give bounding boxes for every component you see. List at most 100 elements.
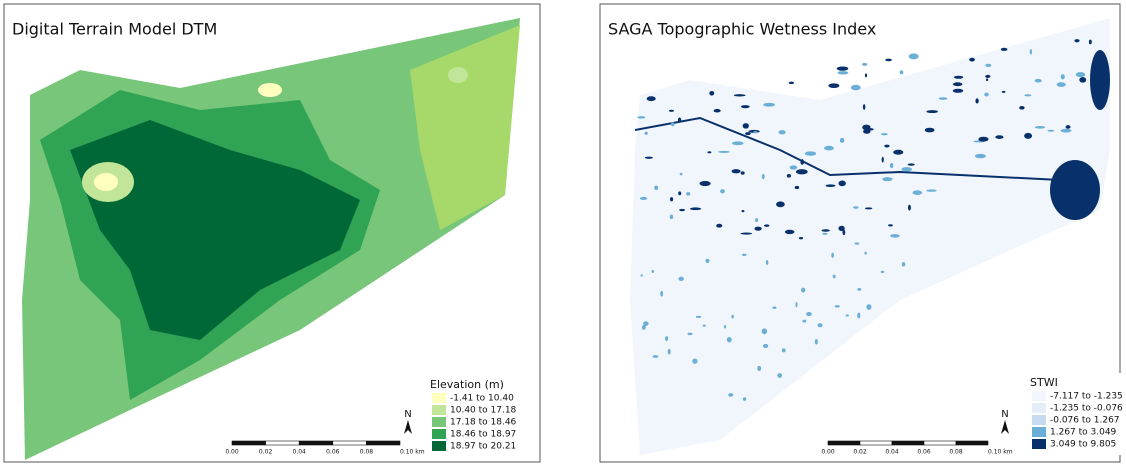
wetness-speck bbox=[908, 163, 915, 165]
wetness-speck bbox=[838, 71, 849, 74]
wetness-speck bbox=[881, 271, 885, 273]
legend-swatch bbox=[432, 405, 446, 415]
wetness-speck bbox=[757, 366, 761, 371]
wetness-speck bbox=[643, 321, 648, 326]
wetness-speck bbox=[724, 325, 726, 328]
wetness-speck bbox=[901, 167, 912, 171]
wetness-speck bbox=[846, 314, 849, 316]
wetness-speck bbox=[742, 254, 746, 256]
wetness-speck bbox=[743, 397, 746, 401]
wetness-speck bbox=[796, 169, 808, 174]
wetness-speck bbox=[857, 288, 861, 291]
wetness-speck bbox=[1019, 106, 1024, 110]
wetness-speck bbox=[690, 207, 702, 210]
legend-swatch bbox=[432, 441, 446, 451]
wetness-speck bbox=[838, 226, 844, 231]
wetness-speck bbox=[727, 337, 732, 342]
wetness-speck bbox=[742, 210, 745, 212]
wetness-speck bbox=[668, 349, 671, 355]
wetness-speck bbox=[840, 138, 844, 143]
wetness-speck bbox=[778, 130, 785, 134]
wetness-speck bbox=[762, 328, 767, 334]
wetness-speck bbox=[800, 159, 804, 165]
wetness-speck bbox=[776, 201, 785, 207]
wetness-speck bbox=[799, 237, 803, 239]
wetness-speck bbox=[822, 233, 827, 235]
wetness-speck bbox=[670, 197, 673, 201]
wetness-speck bbox=[789, 82, 794, 84]
wetness-speck bbox=[1061, 129, 1072, 133]
wetness-speck bbox=[1001, 48, 1008, 51]
wetness-speck bbox=[838, 181, 845, 187]
map-title: Digital Terrain Model DTM bbox=[12, 20, 217, 39]
wetness-speck bbox=[669, 110, 674, 112]
wetness-speck bbox=[653, 355, 659, 358]
wetness-speck bbox=[696, 316, 701, 318]
legend-swatch bbox=[1032, 439, 1046, 449]
wetness-speck bbox=[686, 192, 690, 196]
wetness-speck bbox=[853, 206, 859, 209]
wetness-speck bbox=[732, 169, 741, 173]
scale-segment bbox=[333, 441, 367, 445]
north-label: N bbox=[404, 409, 411, 420]
legend-label: 17.18 to 18.46 bbox=[450, 418, 517, 428]
wetness-speck bbox=[732, 141, 744, 145]
wetness-speck bbox=[900, 70, 904, 74]
wetness-speck bbox=[837, 67, 849, 71]
wetness-speck bbox=[985, 64, 991, 67]
scale-segment bbox=[892, 441, 924, 445]
wetness-speck bbox=[645, 157, 653, 159]
wetness-speck bbox=[782, 348, 786, 352]
wetness-speck bbox=[975, 154, 986, 158]
scale-segment bbox=[828, 441, 860, 445]
wetness-speck bbox=[743, 123, 749, 129]
wetness-speck bbox=[714, 109, 721, 113]
wetness-speck bbox=[678, 118, 681, 123]
wetness-speck bbox=[680, 173, 683, 176]
wetness-speck bbox=[865, 73, 867, 77]
legend-label: 18.97 to 20.21 bbox=[450, 442, 516, 452]
scale-label: 0.08 bbox=[360, 449, 374, 456]
wetness-speck bbox=[822, 229, 830, 232]
wetness-speck bbox=[984, 92, 988, 96]
wetness-speck bbox=[728, 393, 733, 397]
scale-segment bbox=[266, 441, 300, 445]
wetness-speck bbox=[864, 252, 866, 255]
wetness-speck bbox=[925, 128, 935, 133]
wetness-speck bbox=[716, 224, 722, 228]
wetness-speck bbox=[893, 150, 903, 155]
scale-segment bbox=[924, 441, 956, 445]
wetness-speck bbox=[857, 313, 860, 319]
wetness-speck bbox=[660, 291, 663, 297]
wetness-speck bbox=[890, 163, 894, 168]
legend-label: 1.267 to 3.049 bbox=[1050, 428, 1117, 438]
wetness-speck bbox=[1079, 77, 1086, 83]
wetness-speck bbox=[831, 253, 834, 258]
scale-label: 0.06 bbox=[917, 449, 931, 456]
wetness-speck bbox=[986, 78, 988, 81]
wetness-speck bbox=[640, 197, 647, 200]
wetness-speck bbox=[882, 177, 892, 181]
scale-segment bbox=[299, 441, 333, 445]
wetness-speck bbox=[785, 230, 795, 234]
wetness-speck bbox=[745, 132, 751, 135]
legend-label: -1.41 to 10.40 bbox=[450, 394, 514, 404]
wetness-speck bbox=[1057, 82, 1066, 87]
wetness-speck bbox=[692, 359, 697, 364]
wetness-speck bbox=[1047, 130, 1054, 132]
scale-label: 0.04 bbox=[293, 449, 307, 456]
scale-label: 0.06 bbox=[326, 449, 340, 456]
scale-label: 0.08 bbox=[949, 449, 963, 456]
wetness-speck bbox=[926, 189, 936, 191]
wetness-speck bbox=[741, 105, 750, 108]
wetness-speck bbox=[833, 275, 836, 279]
legend-swatch bbox=[1032, 391, 1046, 401]
wetness-speck bbox=[1074, 39, 1079, 42]
scale-segment bbox=[956, 441, 988, 445]
legend-label: 18.46 to 18.97 bbox=[450, 430, 516, 440]
wetness-speck bbox=[1076, 72, 1085, 77]
wetness-speck bbox=[1061, 74, 1065, 79]
wetness-speck bbox=[881, 133, 888, 135]
scale-segment bbox=[366, 441, 400, 445]
wetness-speck bbox=[790, 165, 798, 169]
